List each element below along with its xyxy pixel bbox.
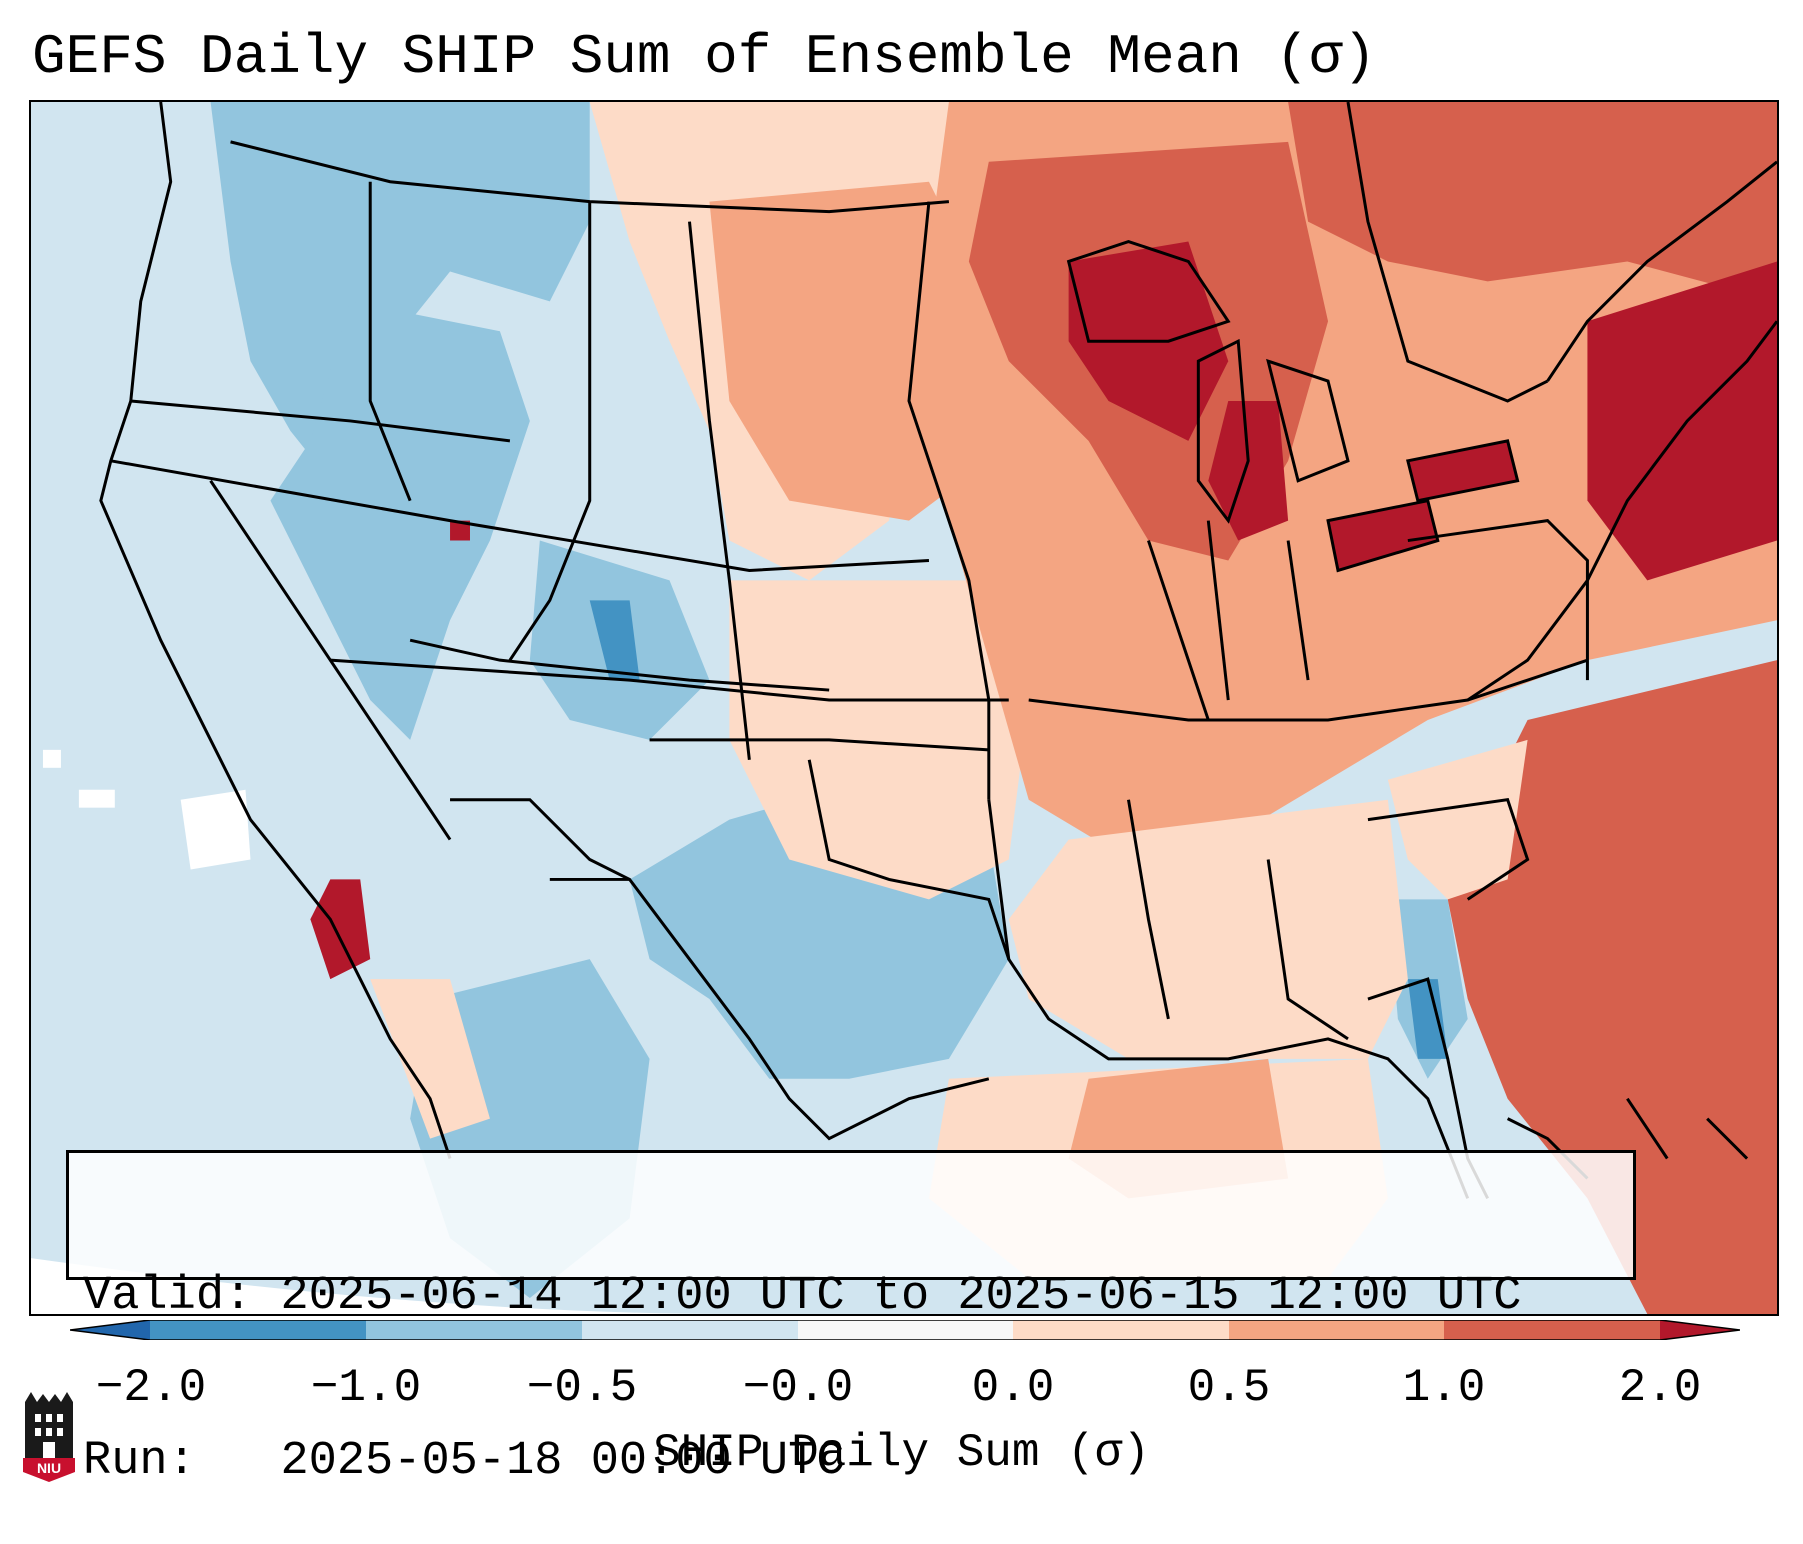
atlantic-strong-positive — [1447, 660, 1777, 1314]
oklahoma-border — [649, 738, 989, 752]
logo-text: NIU — [37, 1460, 61, 1476]
pacific-white-patches — [42, 749, 251, 870]
chart-title: GEFS Daily SHIP Sum of Ensemble Mean (σ) — [32, 25, 1377, 89]
tick-label: −2.0 — [95, 1362, 207, 1414]
lake-superior-outline — [1066, 239, 1231, 343]
positive-anomaly-regions — [310, 102, 1777, 1314]
canada-strong-positive — [1288, 102, 1777, 302]
pennsylvania-border — [1407, 519, 1589, 681]
tick-label: −1.0 — [310, 1362, 422, 1414]
white-patch — [78, 789, 115, 808]
idaho-border — [368, 181, 412, 502]
minnesota-iowa-border — [907, 201, 991, 800]
valid-line: Valid: 2025-06-14 12:00 UTC to 2025-06-1… — [83, 1269, 1633, 1324]
gulf-states-weak-positive — [1008, 799, 1408, 1059]
tick-label: 0.5 — [1187, 1362, 1271, 1414]
montana-wyoming-border — [508, 201, 592, 661]
florida-strong-negative — [1407, 979, 1448, 1059]
lake-erie-extreme-positive — [1328, 500, 1438, 571]
canada-line — [1346, 102, 1549, 403]
colorbar-segment — [798, 1320, 1013, 1340]
northeast-extreme-positive — [1587, 261, 1777, 581]
northwest-negative-region — [210, 102, 590, 481]
colorbar-segment — [1660, 1320, 1740, 1340]
gulf-coast-line — [987, 799, 1470, 1199]
ohio-border — [1286, 540, 1310, 681]
colorbar-segment — [366, 1320, 582, 1340]
baja-weak-positive — [370, 979, 490, 1139]
run-line: Run: 2025-05-18 00:00 UTC — [83, 1434, 1633, 1489]
utah-colorado-border — [409, 638, 830, 692]
indiana-border — [1206, 520, 1230, 701]
colorbar-title: SHIP Daily Sum (σ) — [653, 1427, 1150, 1479]
colorbar-segment — [1229, 1320, 1444, 1340]
carolina-border — [1367, 798, 1530, 901]
map-panel — [29, 100, 1779, 1316]
tick-label: 1.0 — [1402, 1362, 1486, 1414]
new-england-line — [1546, 160, 1777, 382]
dakota-border — [688, 221, 751, 760]
dakotas-positive — [709, 181, 989, 521]
colorbar-segment — [582, 1320, 798, 1340]
valid-value: 2025-06-14 12:00 UTC to 2025-06-15 12:00… — [280, 1270, 1522, 1323]
west-coast-line — [99, 102, 452, 1159]
run-value: 2025-05-18 00:00 UTC — [280, 1435, 845, 1488]
projection-edge — [31, 1258, 730, 1314]
lake-ontario-outline — [1406, 439, 1520, 503]
plains-weak-positive — [729, 580, 1029, 900]
tick-label: −0.0 — [742, 1362, 854, 1414]
illinois-border — [1147, 540, 1210, 721]
great-basin-negative-region — [270, 301, 530, 740]
lake-michigan-outline — [1196, 338, 1250, 524]
oregon-border — [130, 399, 511, 443]
run-label: Run: — [83, 1435, 281, 1488]
northern-tier-border — [110, 459, 930, 572]
colorbar — [70, 1320, 1740, 1340]
mississippi-border — [1127, 799, 1170, 1020]
colorbar-segment — [1013, 1320, 1229, 1340]
texas-border — [549, 877, 990, 1141]
colorado-strong-negative — [589, 600, 640, 681]
white-patch — [42, 749, 61, 768]
tick-label: 0.0 — [971, 1362, 1055, 1414]
utah-extreme-positive — [450, 520, 470, 541]
valid-label: Valid: — [83, 1270, 281, 1323]
east-coast-line — [1466, 320, 1777, 702]
boundary-lines — [99, 102, 1777, 1200]
texas-north-border — [807, 759, 1011, 960]
colorbar-segments — [70, 1320, 1740, 1340]
tennessee-kentucky-border — [1028, 658, 1588, 722]
tick-label: 2.0 — [1618, 1362, 1702, 1414]
tick-label: −0.5 — [526, 1362, 638, 1414]
lake-erie-outline — [1326, 498, 1440, 573]
valid-run-info-box: Valid: 2025-06-14 12:00 UTC to 2025-06-1… — [66, 1150, 1636, 1488]
colorbar-segment — [1444, 1320, 1660, 1340]
lake-michigan-extreme-positive — [1208, 401, 1289, 541]
california-nevada-border — [209, 479, 452, 841]
lake-huron-outline — [1266, 358, 1350, 483]
colorbar-segment — [70, 1320, 150, 1340]
map-canvas — [31, 102, 1777, 1314]
colorbar-segment — [150, 1320, 366, 1340]
southeast-coast-weak-positive — [1387, 739, 1528, 900]
southern-california-extreme-positive — [310, 879, 371, 980]
white-patch — [180, 789, 251, 870]
alabama-georgia-border — [1266, 859, 1349, 1041]
arizona-border — [450, 798, 631, 881]
central-border — [330, 658, 1009, 702]
niu-logo-icon: NIU — [23, 1392, 75, 1482]
